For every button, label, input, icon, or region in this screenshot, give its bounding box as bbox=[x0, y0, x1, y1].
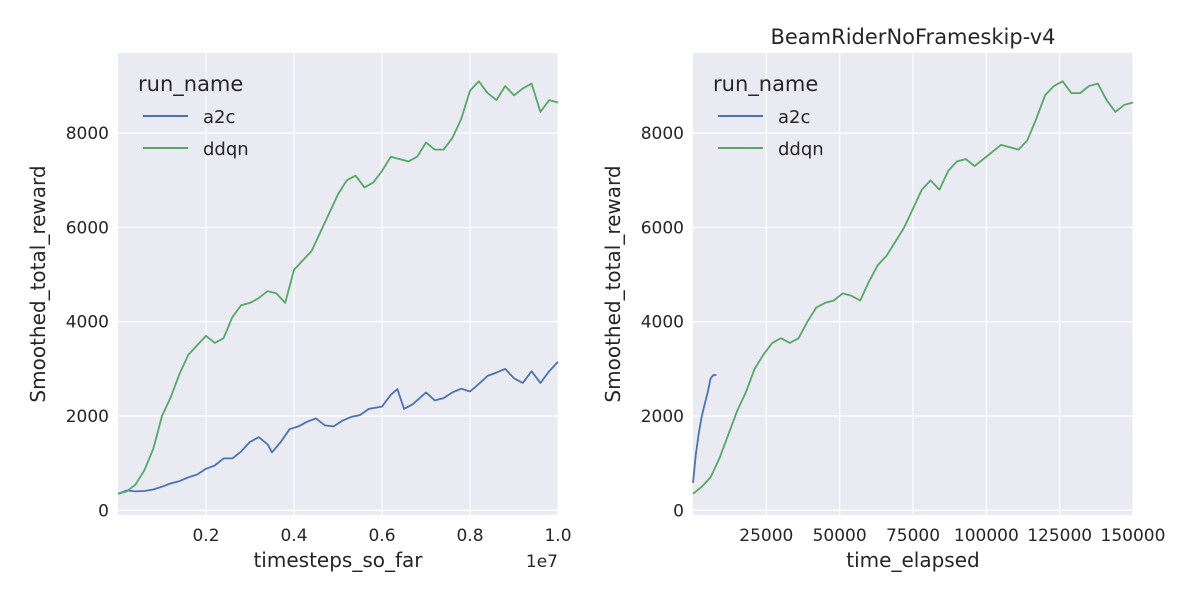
x-axis-label: timesteps_so_far bbox=[253, 548, 423, 572]
x-tick-label: 150000 bbox=[1101, 526, 1166, 546]
legend-label-a2c: a2c bbox=[203, 107, 235, 128]
legend: run_name a2c ddqn bbox=[138, 72, 249, 160]
x-tick-label: 0.4 bbox=[280, 526, 307, 546]
legend-label-ddqn: ddqn bbox=[778, 139, 824, 160]
legend: run_name a2c ddqn bbox=[713, 72, 824, 160]
y-axis-label: Smoothed_total_reward bbox=[26, 165, 50, 402]
x-tick-label: 0.6 bbox=[368, 526, 395, 546]
y-tick-label: 0 bbox=[98, 501, 109, 521]
legend-label-ddqn: ddqn bbox=[203, 139, 249, 160]
y-tick-label: 0 bbox=[673, 501, 684, 521]
x-tick-label: 50000 bbox=[813, 526, 867, 546]
y-tick-label: 2000 bbox=[641, 407, 684, 427]
x-axis-label: time_elapsed bbox=[846, 548, 979, 572]
chart-title: BeamRiderNoFrameskip-v4 bbox=[770, 25, 1055, 49]
series-line-a2c bbox=[117, 361, 559, 495]
y-axis-label: Smoothed_total_reward bbox=[601, 165, 625, 402]
left-chart-panel: 0 2000 4000 6000 8000 0.2 0.4 0.6 0.8 1.0 timestep… bbox=[26, 53, 572, 572]
series-line-ddqn bbox=[117, 80, 559, 495]
y-tick-label: 6000 bbox=[641, 218, 684, 238]
y-tick-label: 2000 bbox=[66, 407, 109, 427]
right-chart-panel: 0 2000 4000 6000 8000 25000 50000 75000 100000 12… bbox=[601, 25, 1165, 572]
series-line-ddqn bbox=[692, 80, 1134, 495]
plot-background bbox=[118, 53, 558, 515]
y-tick-label: 8000 bbox=[641, 124, 684, 144]
legend-title: run_name bbox=[713, 72, 818, 97]
y-tick-label: 4000 bbox=[641, 313, 684, 333]
series-line-a2c bbox=[692, 374, 717, 483]
x-tick-label: 100000 bbox=[954, 526, 1019, 546]
legend-title: run_name bbox=[138, 72, 243, 97]
x-tick-label: 1.0 bbox=[544, 526, 571, 546]
x-tick-label: 25000 bbox=[739, 526, 793, 546]
x-tick-label: 0.8 bbox=[456, 526, 483, 546]
legend-label-a2c: a2c bbox=[778, 107, 810, 128]
x-tick-label: 75000 bbox=[886, 526, 940, 546]
y-tick-label: 8000 bbox=[66, 124, 109, 144]
y-tick-label: 6000 bbox=[66, 218, 109, 238]
x-offset-text: 1e7 bbox=[526, 552, 558, 572]
y-tick-label: 4000 bbox=[66, 313, 109, 333]
x-tick-label: 125000 bbox=[1027, 526, 1092, 546]
x-tick-label: 0.2 bbox=[192, 526, 219, 546]
